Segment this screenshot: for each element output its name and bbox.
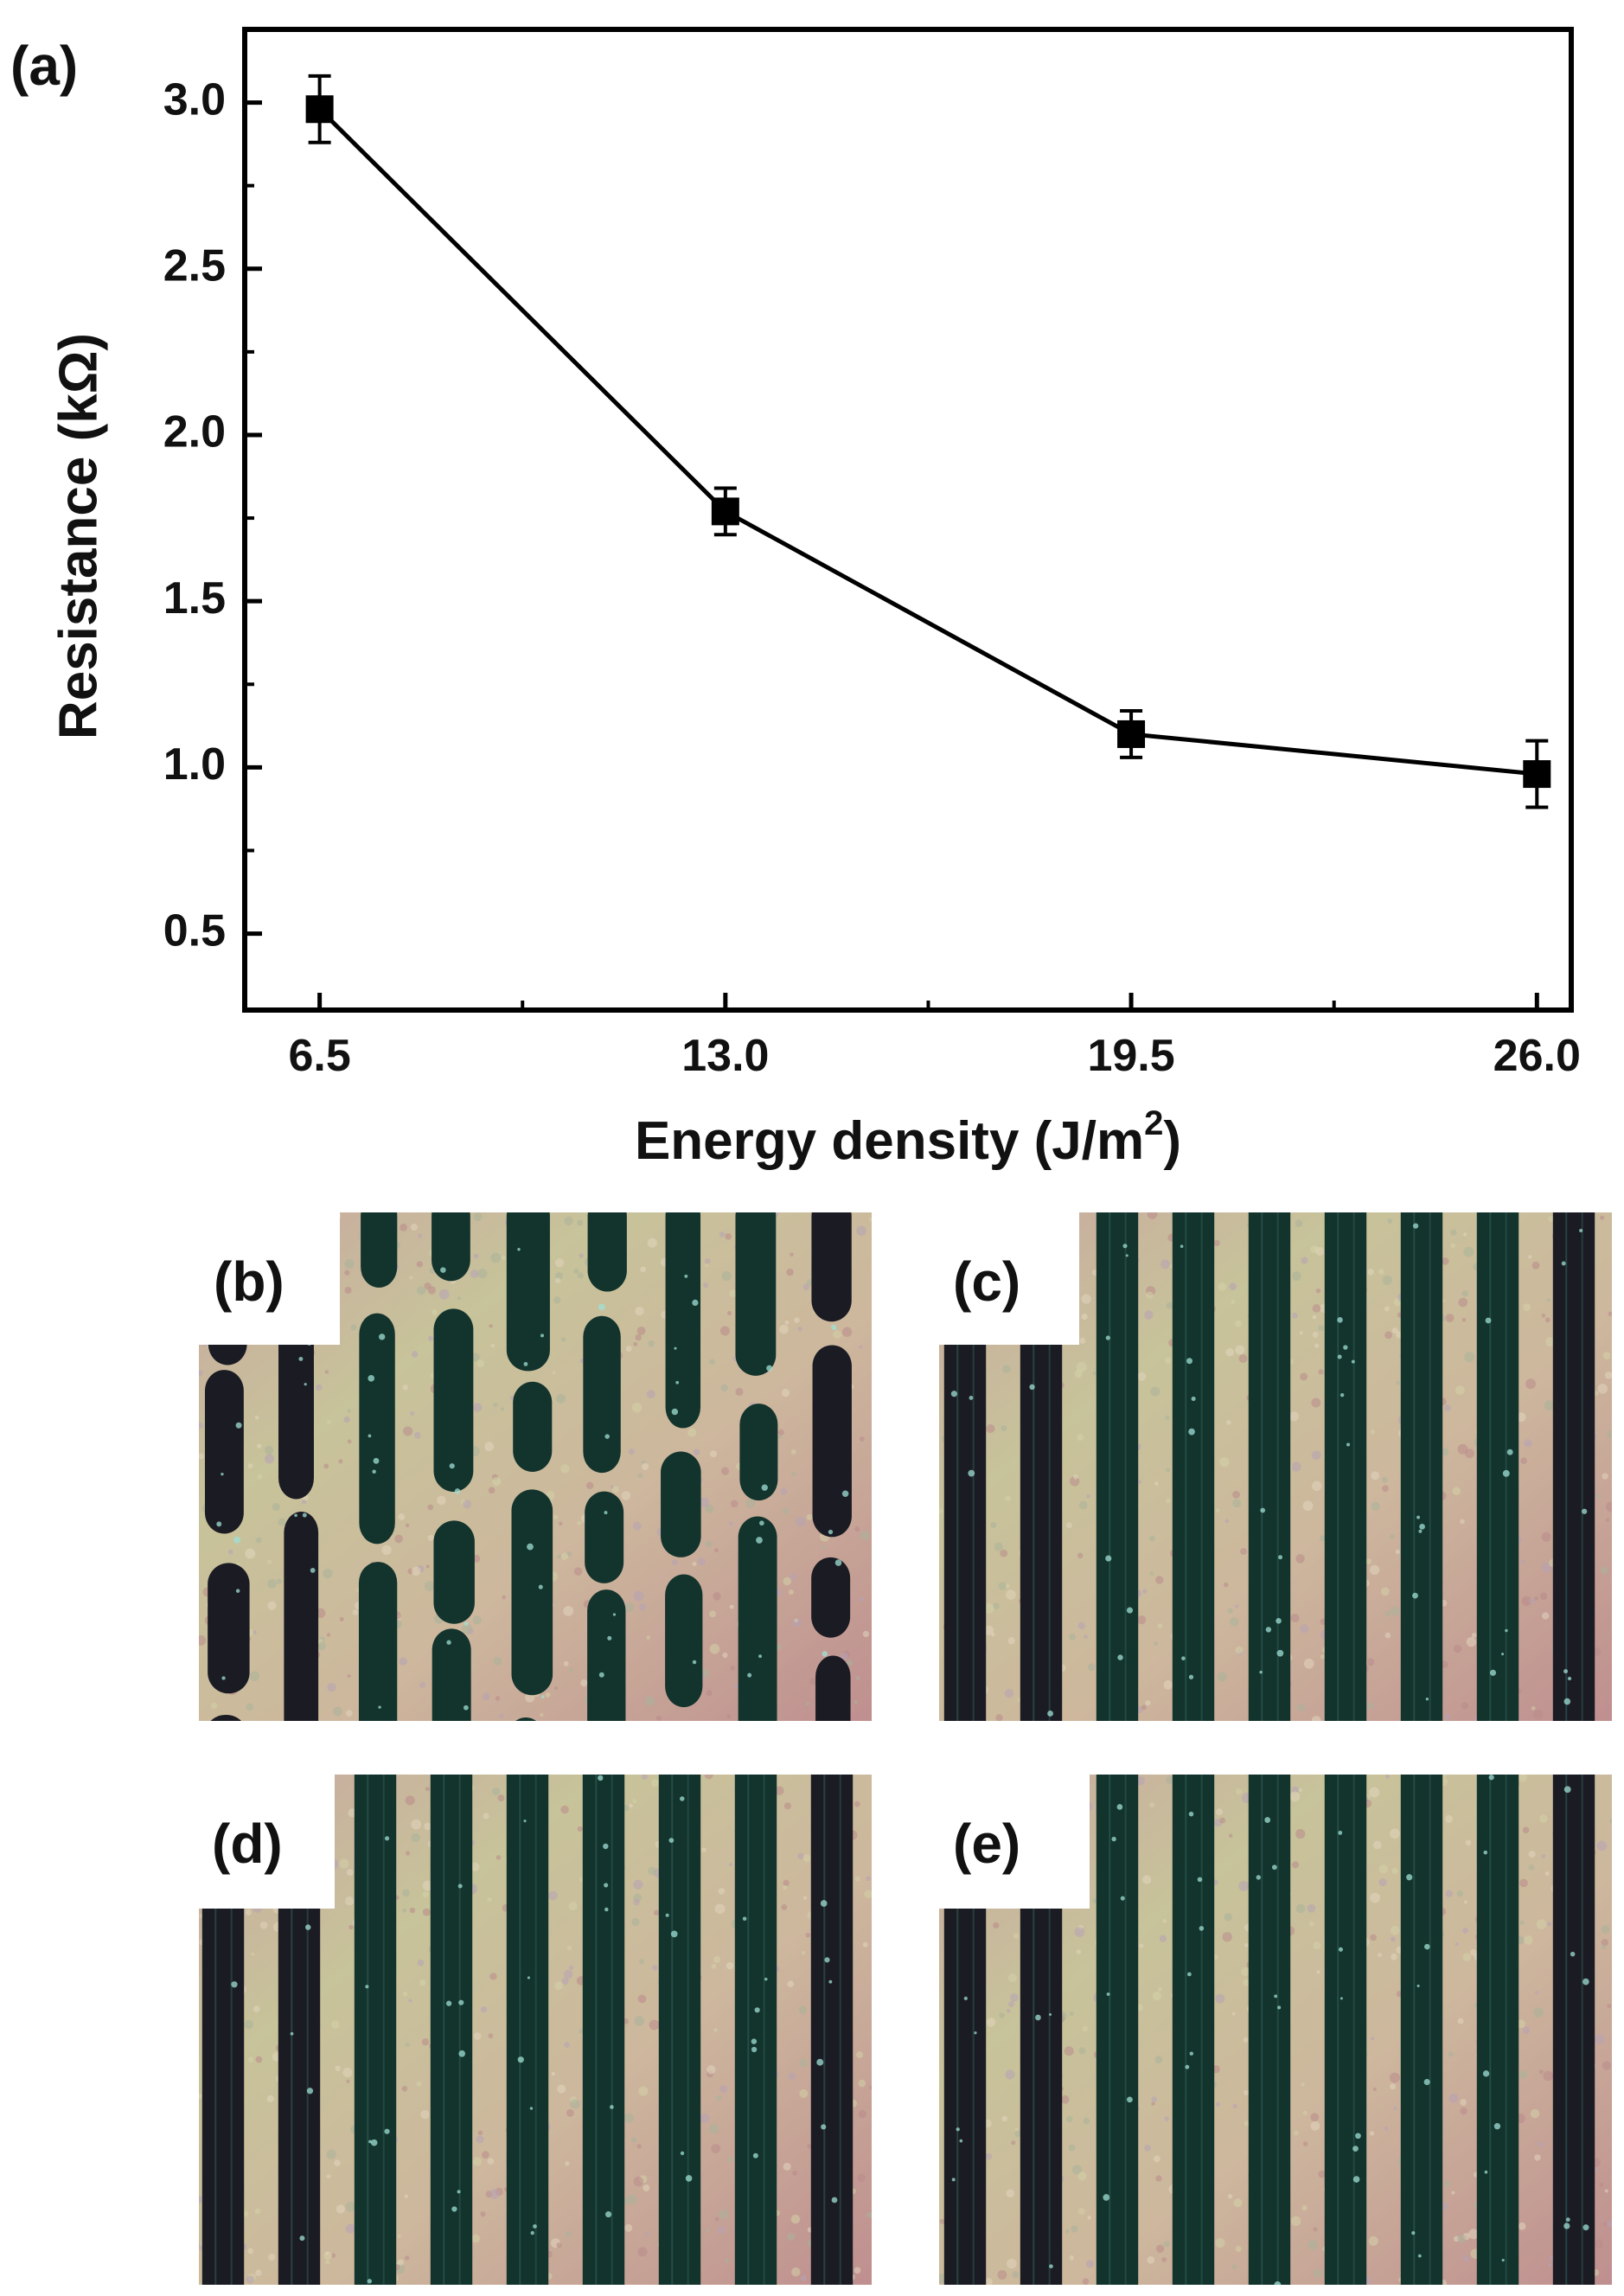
data-point-1 bbox=[711, 497, 739, 526]
y-tick-label-3: 2.0 bbox=[163, 407, 226, 457]
data-point-2 bbox=[1117, 719, 1146, 748]
micrograph-c bbox=[939, 1212, 1612, 1721]
panel-label-a: (a) bbox=[10, 35, 78, 97]
y-tick-label-2: 1.5 bbox=[163, 573, 226, 624]
x-tick-label-3: 26.0 bbox=[1493, 1031, 1581, 1081]
y-axis-ticks: 0.5 1.0 1.5 2.0 2.5 3.0 bbox=[163, 74, 262, 956]
y-tick-label-0: 0.5 bbox=[163, 905, 226, 956]
y-axis-title: Resistance (kΩ) bbox=[48, 333, 108, 739]
x-tick-label-2: 19.5 bbox=[1087, 1031, 1174, 1081]
x-tick-label-1: 13.0 bbox=[681, 1031, 769, 1081]
x-axis-title: Energy density (J/m2) bbox=[635, 1104, 1181, 1171]
plot-frame bbox=[242, 27, 1574, 1013]
resistance-chart: (a) 0.5 1.0 1.5 2.0 2.5 3.0 6.5 13.0 19.5 26.0 R… bbox=[10, 27, 1581, 1171]
data-point-3 bbox=[1523, 760, 1551, 789]
series-line-0 bbox=[317, 107, 1538, 777]
micrograph-e-label: (e) bbox=[953, 1813, 1021, 1875]
micrograph-b-label: (b) bbox=[214, 1250, 285, 1313]
micrograph-c-label-box: (c) bbox=[934, 1206, 1079, 1345]
x-axis-ticks: 6.5 13.0 19.5 26.0 bbox=[288, 993, 1581, 1081]
micrograph-d-label-box: (d) bbox=[195, 1768, 335, 1909]
data-series bbox=[305, 74, 1551, 809]
micrograph-c-label: (c) bbox=[953, 1250, 1021, 1313]
y-tick-label-5: 3.0 bbox=[163, 74, 226, 125]
data-point-0 bbox=[305, 95, 334, 124]
x-tick-label-0: 6.5 bbox=[288, 1031, 350, 1081]
micrograph-e-label-box: (e) bbox=[934, 1768, 1090, 1909]
micrograph-d-label: (d) bbox=[212, 1813, 283, 1875]
y-tick-label-1: 1.0 bbox=[163, 739, 226, 790]
micrograph-b-label-box: (b) bbox=[195, 1206, 340, 1345]
y-tick-label-4: 2.5 bbox=[163, 241, 226, 291]
